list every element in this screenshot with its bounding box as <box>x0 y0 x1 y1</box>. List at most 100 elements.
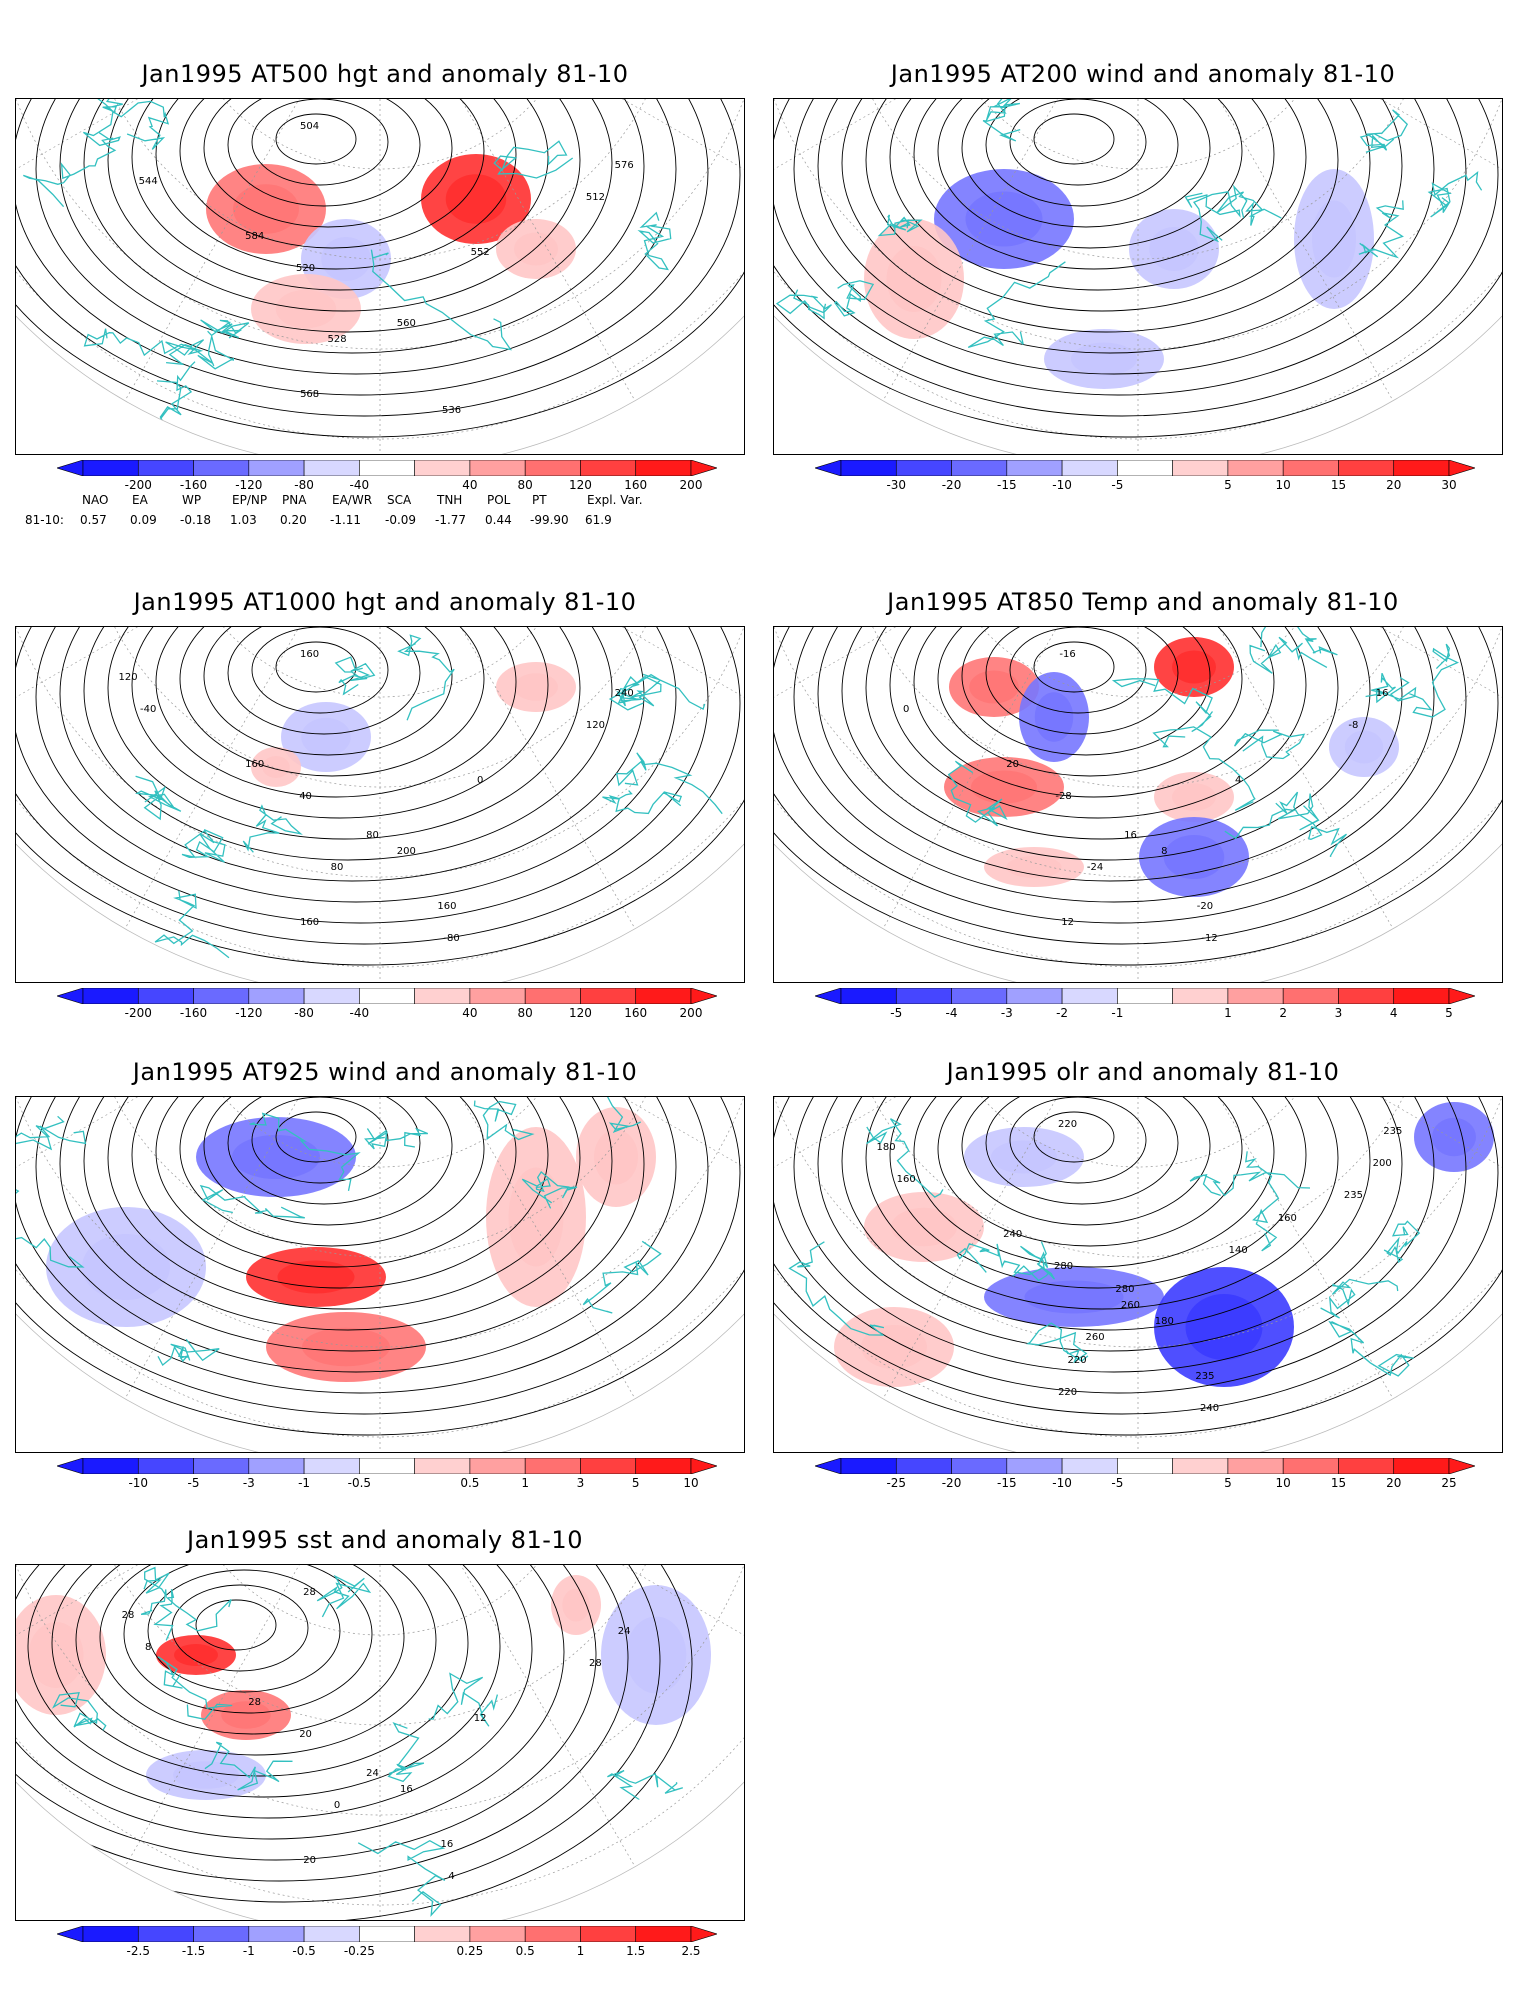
colorbar-tick-label: -40 <box>349 1006 370 1020</box>
contour-label: 40 <box>299 791 312 802</box>
anomaly-core <box>262 756 290 778</box>
contour-line <box>16 1565 693 1920</box>
contour-label: 240 <box>615 688 634 699</box>
meridian <box>16 1565 381 1736</box>
colorbar-segment <box>895 460 952 476</box>
contour-label: 28 <box>122 1610 135 1621</box>
colorbar-tick-label: 15 <box>1330 1476 1347 1490</box>
contour-line <box>83 1097 613 1331</box>
coastline <box>947 627 1460 858</box>
colorbar-tick-label: -1 <box>298 1476 311 1490</box>
contour-line <box>35 99 677 375</box>
contour-label: 24 <box>366 1768 379 1779</box>
colorbar-tick-label: -5 <box>187 1476 200 1490</box>
contour-line <box>155 99 517 270</box>
colorbar-segment <box>414 460 471 476</box>
colorbar-tick-label: 1 <box>521 1476 529 1490</box>
panel-title: Jan1995 olr and anomaly 81-10 <box>946 1058 1340 1086</box>
colorbar-segment <box>635 460 692 476</box>
colorbar-segment <box>359 1458 415 1474</box>
colorbar-segment <box>580 460 637 476</box>
contour-label: 200 <box>1373 1158 1392 1169</box>
contour-label: 180 <box>1155 1316 1174 1327</box>
meridian <box>69 1565 381 1920</box>
colorbar-segment <box>1393 460 1450 476</box>
contour-label: 220 <box>1058 1387 1077 1398</box>
contour-line <box>16 1565 565 1840</box>
contour-line <box>16 99 744 438</box>
colorbar-segment <box>1061 988 1118 1004</box>
colorbar-segment <box>137 988 194 1004</box>
anomaly-core <box>301 717 351 757</box>
contour-label: 160 <box>1278 1213 1297 1224</box>
contour-label: 80 <box>366 830 379 841</box>
teleconnection-value: 61.9 <box>585 513 612 527</box>
colorbar-tick-label: -5 <box>890 1006 903 1020</box>
contour-label: 544 <box>139 176 158 187</box>
colorbar-tick-label: -3 <box>242 1476 255 1490</box>
colorbar-segment <box>469 460 526 476</box>
contour-line <box>27 1565 501 1798</box>
contour-label: 220 <box>1058 1119 1077 1130</box>
contour-line <box>1033 113 1115 165</box>
colorbar-tick-label: -25 <box>886 1476 907 1490</box>
teleconnection-value: -0.18 <box>180 513 212 527</box>
colorbar-tick-label: 1 <box>1224 1006 1232 1020</box>
contour-line <box>131 627 549 819</box>
panel-title: Jan1995 AT1000 hgt and anomaly 81-10 <box>133 588 637 616</box>
colorbar-tick-label: -1.5 <box>181 1944 206 1958</box>
contour-label: -12 <box>1201 933 1217 944</box>
contour-line <box>16 1097 709 1394</box>
contour-label: 4 <box>1235 775 1241 786</box>
colorbar-tick-label: 0.25 <box>456 1944 484 1958</box>
colorbar-segment <box>635 1458 692 1474</box>
colorbar <box>815 460 1475 476</box>
colorbar-segment <box>840 1458 897 1474</box>
colorbar-tick-label: 0.5 <box>515 1944 535 1958</box>
contour-line <box>275 641 357 693</box>
contour-label: 160 <box>300 917 319 928</box>
colorbar-segment <box>524 988 581 1004</box>
panel-title: Jan1995 sst and anomaly 81-10 <box>187 1526 583 1554</box>
contour-label: 240 <box>1003 1229 1022 1240</box>
teleconnection-value: 0.09 <box>130 513 157 527</box>
colorbar-arrow-high <box>690 1926 717 1942</box>
colorbar-segment <box>1172 988 1229 1004</box>
colorbar-svg <box>815 460 1475 476</box>
colorbar-segment <box>469 1926 526 1942</box>
contour-line <box>841 627 1371 861</box>
contour-line <box>35 1097 677 1373</box>
teleconnection-value: -0.09 <box>385 513 417 527</box>
contour-label: 0 <box>477 775 483 786</box>
contour-line <box>793 627 1435 903</box>
contour-line <box>179 1097 485 1247</box>
teleconnection-value: 0.44 <box>485 513 512 527</box>
colorbar-ticks: -200 -160 -120 -80 -40 40 80 120 160 200 <box>57 1006 717 1022</box>
teleconnection-value: -99.90 <box>530 513 569 527</box>
colorbar-tick-label: -2.5 <box>126 1944 150 1958</box>
colorbar-segment <box>1393 988 1450 1004</box>
colorbar-arrow-low <box>57 1926 84 1942</box>
contour-label: 280 <box>1115 1284 1134 1295</box>
contour-line <box>817 1097 1403 1352</box>
hemisphere-group <box>16 99 744 454</box>
teleconnection-table: NAO EA WP EP/NP PNA EA/WR SCA TNH POL PT Expl. Var… <box>15 493 755 533</box>
colorbar-tick-label: 10 <box>1275 1476 1291 1490</box>
contour-label: 28 <box>589 1658 602 1669</box>
contour-label: 528 <box>327 334 346 345</box>
contour-line <box>75 1565 437 1756</box>
contour-line <box>16 1565 629 1882</box>
contour-label: 16 <box>1376 688 1389 699</box>
meridian <box>1137 99 1502 270</box>
contour-label: 20 <box>1006 759 1019 770</box>
colorbar-segment <box>1282 460 1339 476</box>
contour-label: -20 <box>1197 901 1213 912</box>
colorbar-segment <box>1006 1458 1063 1474</box>
colorbar-segment <box>895 988 952 1004</box>
colorbar-tick-label: -10 <box>1052 1476 1072 1490</box>
meridian <box>1137 1097 1502 1268</box>
colorbar-ticks: -30 -20 -15 -10 -5 5 10 15 20 30 <box>815 478 1475 494</box>
contour-label: -8 <box>1348 720 1358 731</box>
colorbar-segment <box>951 988 1008 1004</box>
colorbar-segment <box>359 1926 415 1942</box>
